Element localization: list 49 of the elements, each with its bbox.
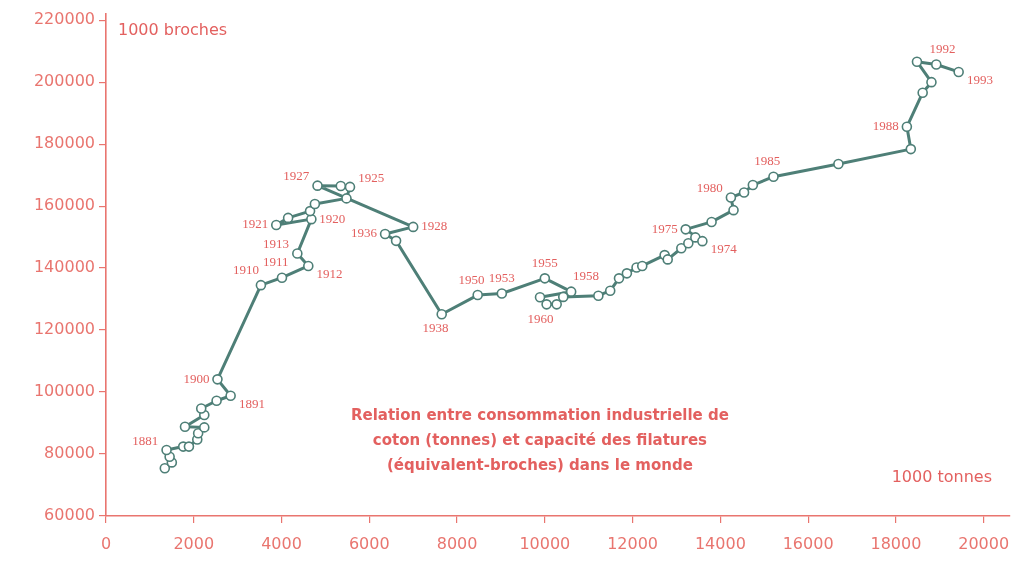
annotation: 1960	[527, 310, 554, 326]
annotation: 1993	[966, 72, 993, 88]
annotation: 1974	[710, 241, 738, 257]
y-tick-label: 60000	[44, 505, 95, 525]
x-tick-label: 10000	[519, 533, 571, 553]
annotation: 1910	[233, 261, 260, 277]
annotation: 1938	[422, 320, 449, 336]
y-tick-label: 200000	[33, 71, 95, 91]
x-tick-label: 16000	[782, 533, 834, 553]
annotation: 1920	[319, 210, 346, 226]
annotation: 1912	[316, 266, 343, 282]
annotation: 1975	[651, 220, 678, 236]
annotation: 1891	[238, 395, 265, 411]
y-tick-label: 220000	[33, 9, 95, 29]
y-tick-label: 120000	[33, 319, 95, 339]
y-tick-label: 100000	[33, 381, 95, 401]
y-tick-label: 140000	[33, 257, 95, 277]
text: Relation entre consommation industrielle de coton (tonnes) et capacité des filatures (équivalent-broches) dans le monde	[350, 405, 729, 474]
annotation: 1921	[242, 216, 269, 232]
y-tick-label: 160000	[33, 195, 95, 215]
annotation: 1911	[263, 254, 289, 270]
annotation: 1925	[358, 169, 385, 185]
y-tick-label: 180000	[33, 133, 95, 153]
y-axis-title: 1000 broches	[118, 20, 228, 40]
x-tick-label: 18000	[870, 533, 922, 553]
annotation: 1980	[696, 180, 723, 196]
annotation: 1927	[283, 168, 310, 184]
x-tick-label: 8000	[436, 533, 478, 553]
annotation: 1913	[263, 236, 290, 252]
y-tick-label: 80000	[44, 443, 95, 463]
x-tick-label: 14000	[694, 533, 746, 553]
annotation: 1953	[488, 269, 515, 285]
annotation: 1955	[531, 254, 558, 270]
annotation: 1881	[132, 432, 159, 448]
annotation: 1936	[351, 225, 378, 241]
x-tick-label: 4000	[261, 533, 302, 553]
annotation: 1900	[183, 370, 210, 386]
x-tick-label: 6000	[348, 533, 390, 553]
x-axis-title: 1000 tonnes	[891, 467, 992, 487]
x-tick-label: 2000	[173, 533, 215, 553]
annotation: 1992	[929, 41, 956, 57]
annotation: 1988	[872, 118, 899, 134]
annotation: 1928	[421, 218, 448, 234]
x-tick-label: 20000	[958, 533, 1010, 553]
annotation: 1950	[458, 271, 485, 287]
annotation: 1985	[754, 153, 781, 169]
x-tick-label: 0	[100, 533, 112, 553]
annotation: 1958	[573, 268, 600, 284]
x-tick-label: 12000	[607, 533, 659, 553]
